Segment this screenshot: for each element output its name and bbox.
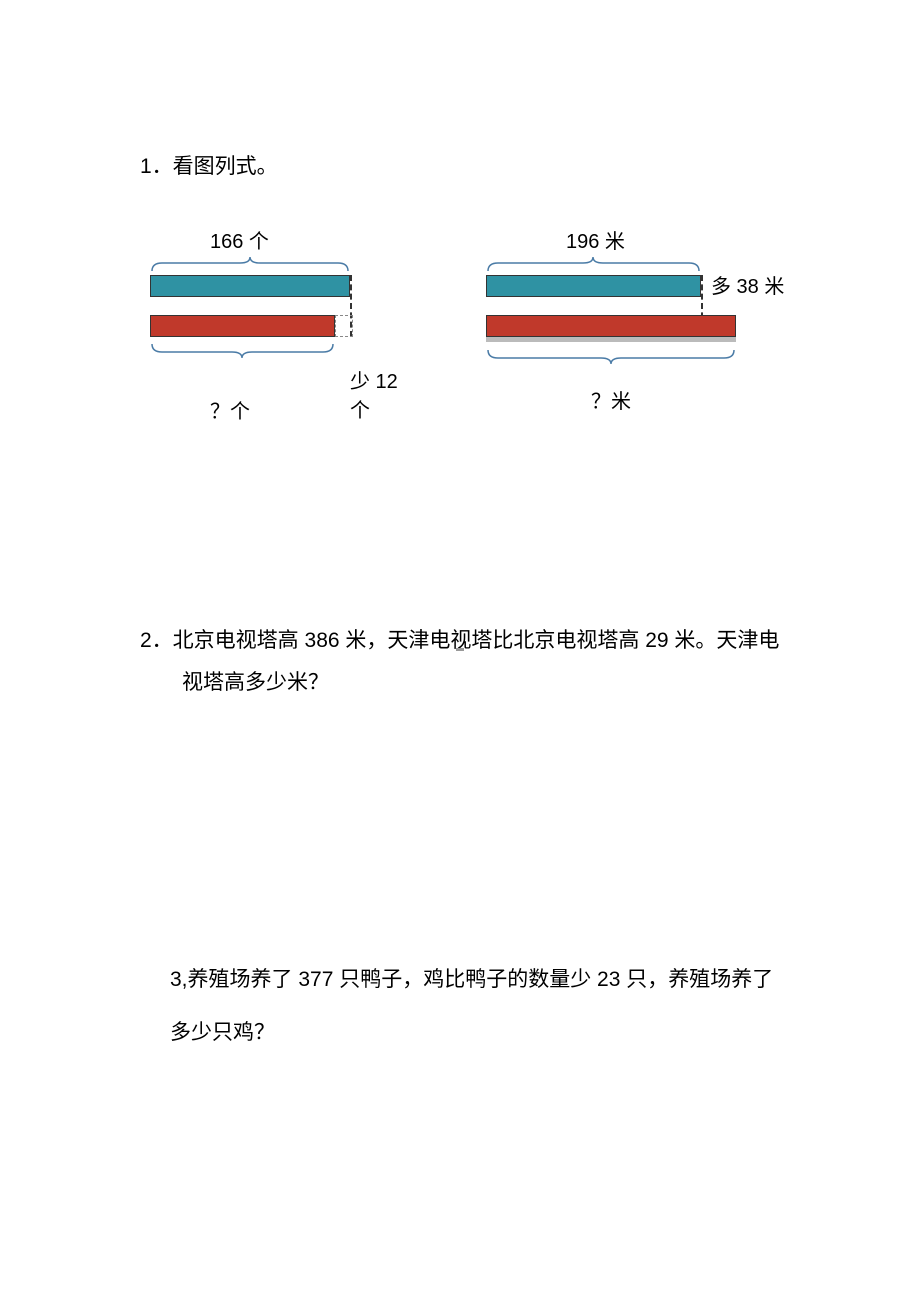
right-top-label: 196 米: [566, 225, 625, 254]
diagram-left: 166 个 少 12 个 ？个: [150, 220, 416, 440]
right-red-bar: [486, 315, 736, 337]
left-top-label: 166 个: [210, 225, 269, 254]
left-side-label: 少 12 个: [350, 365, 416, 423]
right-gray-bar: [486, 337, 736, 342]
left-bottom-brace: [150, 342, 335, 360]
right-top-brace: [486, 255, 701, 273]
q3-line2: 多少只鸡？: [170, 1007, 790, 1060]
q2-line2: 视塔高多少米？: [182, 662, 790, 704]
question-1-title: 1．看图列式。: [140, 150, 790, 180]
q2-line1: 2．北京电视塔高 386 米，天津电视塔比北京电视塔高 29 米。天津电: [140, 620, 790, 662]
right-teal-bar: [486, 275, 701, 297]
question-3: 3,养殖场养了 377 只鸭子，鸡比鸭子的数量少 23 只，养殖场养了 多少只鸡…: [170, 954, 790, 1059]
center-marker: [456, 648, 464, 651]
left-teal-bar: [150, 275, 350, 297]
left-dashed-box: [335, 315, 353, 337]
question-2: 2．北京电视塔高 386 米，天津电视塔比北京电视塔高 29 米。天津电 视塔高…: [140, 620, 790, 704]
right-bottom-brace: [486, 348, 736, 366]
page-content: 1．看图列式。 166 个 少 12 个 ？个 196 米: [0, 0, 920, 1059]
diagrams-row: 166 个 少 12 个 ？个 196 米 多 38 米: [150, 220, 790, 440]
left-top-brace: [150, 255, 350, 273]
diagram-right: 196 米 多 38 米 ？米: [486, 220, 790, 440]
right-side-label: 多 38 米: [711, 270, 784, 299]
left-red-bar: [150, 315, 335, 337]
left-bottom-label: ？个: [210, 395, 250, 424]
right-bottom-label: ？米: [591, 385, 631, 414]
q3-line1: 3,养殖场养了 377 只鸭子，鸡比鸭子的数量少 23 只，养殖场养了: [170, 954, 790, 1007]
